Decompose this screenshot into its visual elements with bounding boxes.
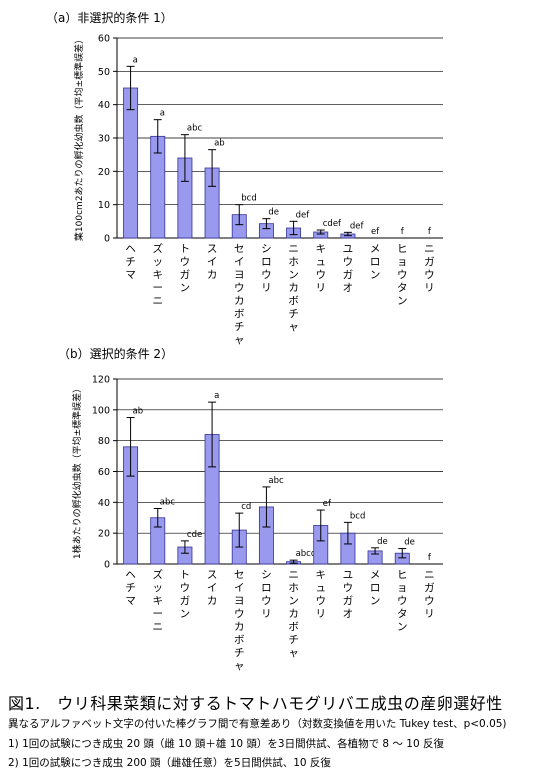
category-label: ヒョウタン	[397, 243, 408, 307]
significance-letter: a	[160, 109, 165, 119]
significance-letter: a	[214, 391, 219, 401]
category-label: トウガン	[180, 243, 191, 294]
category-label: ニガウリ	[424, 569, 435, 620]
y-tick-label: 20	[98, 529, 110, 540]
category-label: メロン	[370, 243, 381, 281]
significance-letter: abc	[187, 124, 203, 134]
figure-note-2: 1) 1回の試験につき成虫 20 頭（雌 10 頭＋雄 10 頭）を3日間供試、…	[8, 738, 444, 750]
significance-letter: de	[268, 208, 279, 218]
significance-letter: abc	[160, 498, 176, 508]
y-tick-label: 10	[98, 200, 110, 211]
category-label: キュウリ	[316, 243, 327, 294]
figure-note-3: 2) 1回の試験につき成虫 200 頭（雌雄任意）を5日間供試、10 反復	[8, 757, 331, 769]
category-label: ヒョウタン	[397, 569, 408, 633]
significance-letter: ef	[323, 499, 332, 509]
category-label: ヘチマ	[125, 243, 136, 281]
significance-letter: def	[296, 210, 311, 220]
category-label: スイカ	[207, 569, 218, 607]
significance-letter: de	[404, 538, 415, 548]
y-tick-label: 100	[92, 405, 110, 416]
category-label: ニガウリ	[424, 243, 435, 294]
significance-letter: ab	[214, 139, 225, 149]
chart-panel-b: （b）選択的条件 2） 1株あたりの孵化幼虫数（平均±標準誤差） 0 20 40 60 80…	[58, 346, 443, 672]
category-label: ユウガオ	[343, 243, 354, 294]
significance-letter: cd	[241, 502, 251, 512]
significance-letter: ef	[371, 227, 380, 237]
significance-letter: de	[377, 537, 388, 547]
category-label: ズッキーニ	[153, 242, 164, 307]
figure-note-1: 異なるアルファベット文字の付いた棒グラフ間で有意差あり（対数変換値を用いた Tu…	[8, 718, 507, 730]
y-tick-label: 50	[98, 67, 110, 78]
chart-title: （b）選択的条件 2）	[58, 346, 173, 361]
y-axis-label: 1株あたりの孵化幼虫数（平均±標準誤差）	[71, 384, 83, 559]
category-label: セイヨウカボチャ	[234, 243, 245, 346]
significance-letter: a	[133, 55, 138, 65]
y-tick-label: 0	[104, 234, 110, 245]
category-label: ヘチマ	[125, 569, 136, 607]
y-tick-label: 30	[98, 134, 110, 145]
category-label: シロウリ	[261, 569, 272, 620]
significance-letter: f	[401, 227, 405, 237]
y-tick-label: 60	[98, 467, 110, 478]
figure-caption: 図1. ウリ科果菜類に対するトマトハモグリバエ成虫の産卵選好性	[8, 694, 503, 713]
significance-letter: cde	[187, 530, 202, 540]
category-label: スイカ	[207, 243, 218, 281]
category-label: キュウリ	[316, 569, 327, 620]
category-label: ニホンカボチャ	[288, 243, 299, 333]
significance-letter: bcd	[350, 511, 365, 521]
significance-letter: def	[350, 221, 365, 231]
bar	[123, 87, 139, 239]
category-label: シロウリ	[261, 243, 272, 294]
significance-letter: bcd	[241, 194, 256, 204]
chart-title: （a）非選択的条件 1）	[46, 10, 173, 25]
category-label: セイヨウカボチャ	[234, 569, 245, 672]
category-label: ニホンカボチャ	[288, 569, 299, 659]
y-axis-label: 葉100cm2あたりの孵化幼虫数（平均±標準誤差）	[73, 35, 85, 241]
y-tick-label: 0	[104, 560, 110, 571]
significance-letter: f	[428, 553, 432, 563]
category-label: メロン	[370, 569, 381, 607]
significance-letter: abcd	[296, 549, 317, 559]
significance-letter: cdef	[323, 219, 342, 229]
category-label: トウガン	[180, 569, 191, 620]
significance-letter: abc	[268, 476, 284, 486]
y-tick-label: 80	[98, 436, 110, 447]
category-label: ユウガオ	[343, 569, 354, 620]
category-label: ズッキーニ	[153, 568, 164, 633]
significance-letter: f	[428, 227, 432, 237]
y-tick-label: 40	[98, 100, 110, 111]
chart-panel-a: （a）非選択的条件 1） 葉100cm2あたりの孵化幼虫数（平均±標準誤差） 0 10…	[46, 10, 443, 346]
y-tick-label: 20	[98, 167, 110, 178]
significance-letter: ab	[133, 407, 144, 417]
y-tick-label: 40	[98, 498, 110, 509]
y-tick-label: 60	[98, 34, 110, 45]
y-tick-label: 120	[92, 375, 110, 386]
